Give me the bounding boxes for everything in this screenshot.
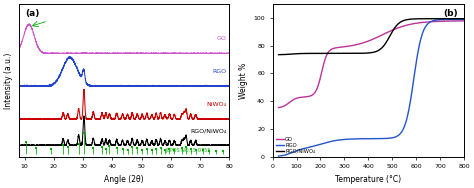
Text: NiWO₄: NiWO₄	[206, 102, 227, 107]
Legend: GO, RGO, RGO/NiWO₄: GO, RGO, RGO/NiWO₄	[275, 136, 316, 154]
Text: (a): (a)	[25, 9, 39, 18]
Text: (b): (b)	[444, 9, 458, 18]
Text: JCPDS NO.15-0755: JCPDS NO.15-0755	[165, 148, 210, 153]
Text: GO: GO	[217, 36, 227, 41]
Text: RGO: RGO	[212, 69, 227, 74]
X-axis label: Temperature (°C): Temperature (°C)	[335, 175, 401, 184]
Y-axis label: Weight %: Weight %	[239, 62, 248, 99]
Y-axis label: Intensity (a.u.): Intensity (a.u.)	[4, 52, 13, 109]
Text: RGO/NiWO₄: RGO/NiWO₄	[190, 128, 227, 133]
X-axis label: Angle (2θ): Angle (2θ)	[104, 175, 144, 184]
